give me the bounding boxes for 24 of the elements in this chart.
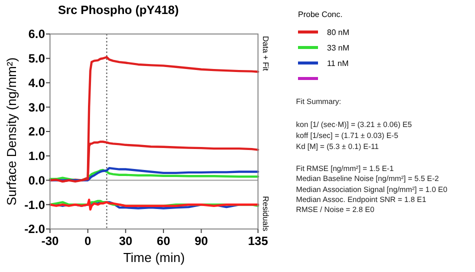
text: Residuals	[261, 196, 270, 232]
x-tick-label: 135	[248, 234, 268, 248]
text: Data + Fit	[261, 36, 270, 72]
y-tick-label: 0.0	[28, 173, 46, 188]
x-tick-label: -30	[41, 234, 59, 248]
x-axis-title: Time (min)	[123, 250, 185, 265]
y-tick-label: 3.0	[28, 100, 46, 114]
x-tick-label: 30	[118, 234, 133, 248]
x-tick-label: 60	[156, 234, 170, 248]
y-tick-label: 2.0	[28, 124, 46, 139]
y-tick-label: -1.0	[24, 198, 46, 212]
y-tick-label: 4.0	[28, 76, 46, 90]
y-axis-title: Surface Density (ng/mm²)	[4, 57, 19, 206]
y-tick-label: 5.0	[28, 52, 46, 66]
chart-title: Src Phospho (pY418)	[58, 3, 179, 17]
x-tick-label: 90	[194, 234, 208, 248]
legend-title: Probe Conc.	[298, 10, 342, 19]
y-tick-label: -2.0	[24, 222, 46, 236]
legend-label: 33 nM	[327, 43, 350, 52]
legend-label: 80 nM	[327, 28, 350, 37]
y-tick-label: 6.0	[28, 27, 46, 42]
y-tick-label: 1.0	[28, 149, 46, 164]
legend-label: 11 nM	[327, 58, 349, 68]
x-tick-label: 0	[84, 234, 92, 248]
